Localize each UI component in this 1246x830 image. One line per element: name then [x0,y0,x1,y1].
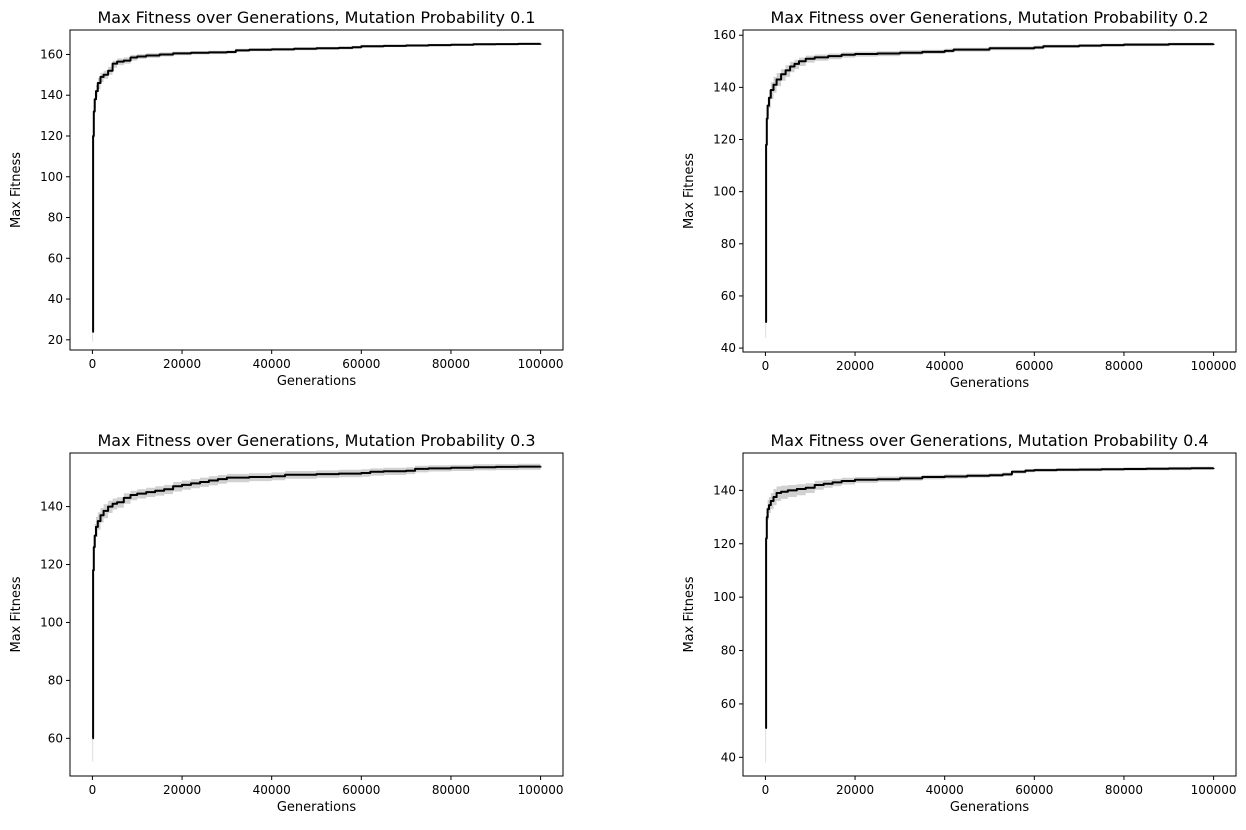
y-tick-label: 120 [713,133,736,147]
x-tick-label: 100000 [1191,783,1237,797]
max-fitness-line [92,42,542,333]
y-tick-label: 60 [48,251,63,265]
y-tick-label: 40 [721,341,736,355]
y-tick-label: 60 [48,731,63,745]
y-tick-label: 140 [713,483,736,497]
x-tick-label: 80000 [1105,783,1143,797]
x-axis-label: Generations [277,800,357,815]
x-tick-label: 0 [89,357,97,371]
confidence-band [765,466,1214,763]
confidence-band [92,463,541,762]
x-tick-label: 60000 [1015,783,1053,797]
max-fitness-line [92,465,542,740]
max-fitness-line [765,43,1215,323]
max-fitness-line [765,467,1215,729]
y-tick-label: 100 [40,170,63,184]
y-tick-label: 80 [721,237,736,251]
y-tick-label: 80 [48,673,63,687]
chart-3: 0 20000 40000 60000 80000 100000 60 80 100 120 140… [9,431,564,815]
x-tick-label: 20000 [163,357,201,371]
chart-title: Max Fitness over Generations, Mutation P… [97,431,535,450]
confidence-band [765,42,1214,338]
y-tick-label: 160 [40,47,63,61]
y-tick-label: 40 [721,750,736,764]
x-tick-label: 40000 [253,783,291,797]
plot-frame [742,29,1237,353]
x-tick-label: 60000 [1015,359,1053,373]
y-tick-label: 100 [713,185,736,199]
chart-title: Max Fitness over Generations, Mutation P… [770,431,1208,450]
x-tick-label: 100000 [518,783,564,797]
y-tick-label: 80 [48,211,63,225]
x-tick-label: 0 [762,783,770,797]
x-tick-label: 80000 [1105,359,1143,373]
y-tick-label: 40 [48,292,63,306]
y-tick-label: 20 [48,333,63,347]
x-tick-label: 20000 [836,783,874,797]
y-tick-label: 140 [40,88,63,102]
chart-1: 0 20000 40000 60000 80000 100000 20 40 60 80 100 12… [9,8,564,389]
chart-title: Max Fitness over Generations, Mutation P… [770,8,1208,27]
y-tick-label: 100 [40,615,63,629]
x-axis-label: Generations [950,800,1030,815]
x-tick-label: 100000 [1191,359,1237,373]
x-tick-label: 60000 [342,783,380,797]
x-tick-label: 40000 [926,783,964,797]
x-tick-label: 20000 [163,783,201,797]
y-tick-label: 140 [40,500,63,514]
x-axis-label: Generations [277,374,357,389]
y-tick-label: 120 [40,558,63,572]
y-tick-label: 60 [721,697,736,711]
y-axis-label: Max Fitness [9,152,24,228]
y-tick-label: 120 [713,537,736,551]
x-tick-label: 0 [762,359,770,373]
x-tick-label: 60000 [342,357,380,371]
y-tick-label: 140 [713,80,736,94]
plot-frame [69,29,564,351]
x-tick-label: 40000 [926,359,964,373]
chart-title: Max Fitness over Generations, Mutation P… [97,8,535,27]
plot-frame [742,452,1237,777]
confidence-band [92,42,541,342]
x-tick-label: 80000 [432,783,470,797]
y-axis-label: Max Fitness [682,576,697,652]
x-tick-label: 40000 [253,357,291,371]
x-tick-label: 0 [89,783,97,797]
chart-2: 0 20000 40000 60000 80000 100000 40 60 80 100 120 1… [682,8,1237,391]
y-axis-label: Max Fitness [9,576,24,652]
y-tick-label: 60 [721,289,736,303]
plot-frame [69,452,564,777]
x-axis-label: Generations [950,376,1030,391]
y-tick-label: 100 [713,590,736,604]
y-tick-label: 80 [721,644,736,658]
x-tick-label: 20000 [836,359,874,373]
y-axis-label: Max Fitness [682,153,697,229]
x-tick-label: 100000 [518,357,564,371]
chart-4: 0 20000 40000 60000 80000 100000 40 60 80 100 120 1… [682,431,1237,815]
x-tick-label: 80000 [432,357,470,371]
y-tick-label: 120 [40,129,63,143]
y-tick-label: 160 [713,28,736,42]
